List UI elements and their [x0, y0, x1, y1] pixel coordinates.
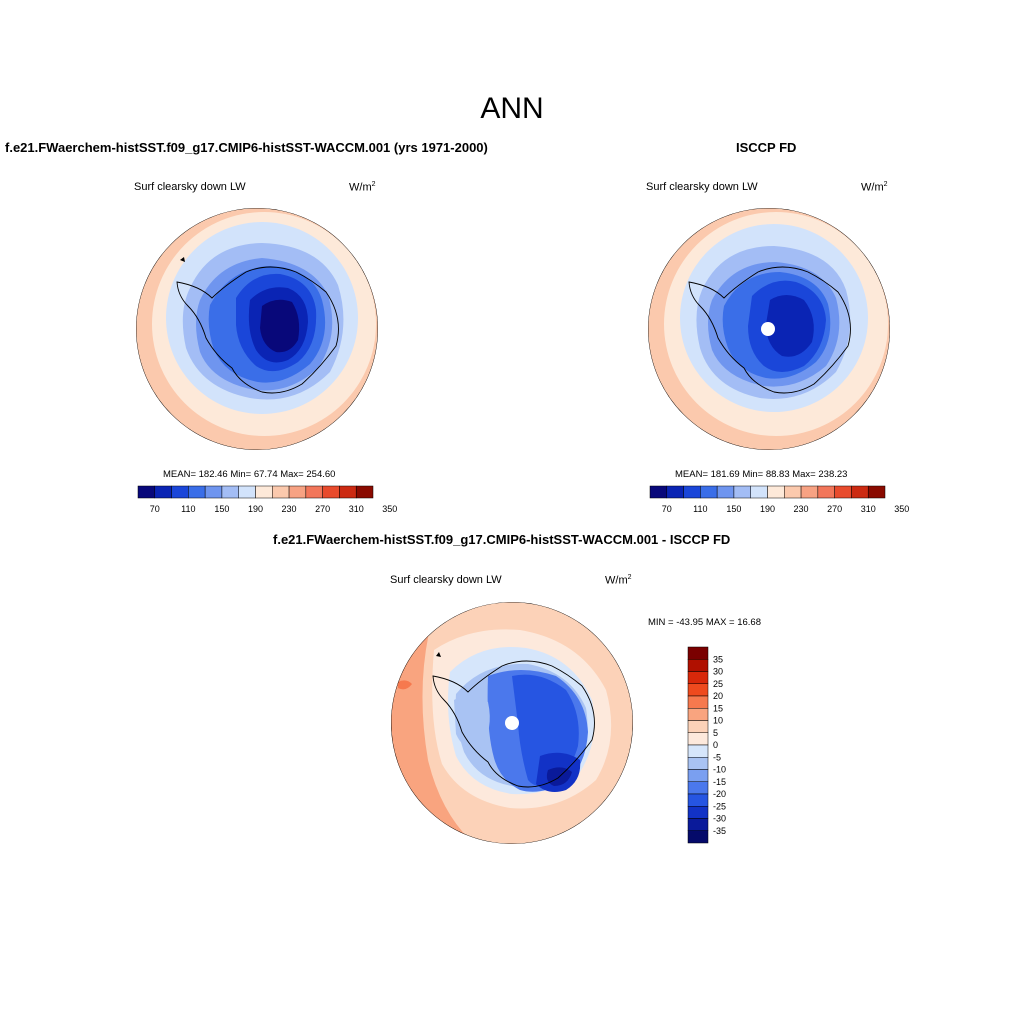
colorbar-tick-label: 150 [726, 504, 741, 514]
panel2-colorbar: 70 110 150 190 230 270 310 350 [649, 485, 909, 514]
colorbar-swatch [687, 683, 709, 697]
colorbar-tick-label: 110 [693, 504, 707, 514]
colorbar-tick-label: 310 [861, 504, 876, 514]
colorbar-tick-label: -5 [713, 752, 721, 762]
colorbar-swatch [238, 485, 256, 499]
colorbar-swatch [687, 793, 709, 807]
colorbar-swatch [687, 659, 709, 672]
colorbar-swatch [272, 485, 290, 499]
colorbar-tick-label: 0 [713, 740, 718, 750]
colorbar-tick-label: 30 [713, 667, 723, 677]
colorbar-tick-label: 110 [181, 504, 195, 514]
colorbar-swatch [687, 744, 709, 758]
colorbar-tick-label: 70 [662, 504, 672, 514]
panel2-units: W/m2 [861, 181, 888, 194]
colorbar-tick-label: -15 [713, 777, 726, 787]
colorbar-swatch [683, 485, 701, 499]
colorbar-swatch [355, 485, 374, 499]
colorbar-tick-label: 35 [713, 654, 723, 664]
colorbar-tick-label: 5 [713, 728, 718, 738]
colorbar-swatch [188, 485, 206, 499]
colorbar-tick-label: 10 [713, 716, 723, 726]
colorbar-swatch [687, 671, 709, 684]
panel1-variable: Surf clearsky down LW [134, 181, 246, 193]
colorbar-swatch [666, 485, 684, 499]
panel2-stats: MEAN= 181.69 Min= 88.83 Max= 238.23 [675, 469, 848, 480]
colorbar-tick-label: -25 [713, 801, 726, 811]
colorbar-tick-label: 350 [894, 504, 909, 514]
colorbar-swatch [800, 485, 819, 499]
colorbar-tick-label: -35 [713, 826, 726, 836]
colorbar-tick-label: 190 [760, 504, 775, 514]
colorbar-tick-label: -30 [713, 814, 726, 824]
colorbar-tick-label: -20 [713, 789, 726, 799]
colorbar-swatch [687, 695, 709, 709]
colorbar-swatch [154, 485, 172, 499]
colorbar-tick-label: 190 [248, 504, 263, 514]
colorbar-tick-label: 15 [713, 703, 723, 713]
colorbar-tick-label: 350 [382, 504, 397, 514]
colorbar-tick-label: 150 [214, 504, 229, 514]
colorbar-swatch [834, 485, 852, 499]
panel3-case-title: f.e21.FWaerchem-histSST.f09_g17.CMIP6-hi… [273, 532, 731, 547]
colorbar-tick-label: 270 [827, 504, 842, 514]
panel1-units: W/m2 [349, 181, 376, 194]
panel3-stats: MIN = -43.95 MAX = 16.68 [648, 617, 762, 628]
colorbar-swatch [649, 485, 668, 499]
colorbar-swatch [137, 485, 156, 499]
colorbar-swatch [750, 485, 768, 499]
colorbar-swatch [687, 806, 709, 819]
colorbar-tick-label: 20 [713, 691, 723, 701]
colorbar-swatch [733, 485, 751, 499]
colorbar-swatch [867, 485, 886, 499]
panel2-case-title: ISCCP FD [736, 140, 797, 155]
panel1-colorbar: 70 110 150 190 230 270 310 350 [137, 485, 397, 514]
colorbar-swatch [767, 485, 785, 499]
colorbar-swatch [687, 769, 709, 782]
map2-south-polar-plot [648, 208, 890, 450]
colorbar-swatch [204, 485, 223, 499]
colorbar-tick-label: 230 [794, 504, 809, 514]
colorbar-tick-label: 70 [150, 504, 160, 514]
colorbar-swatch [687, 781, 709, 795]
panel3-units: W/m2 [605, 574, 632, 587]
colorbar-swatch [687, 830, 709, 844]
colorbar-swatch [687, 708, 709, 721]
colorbar-tick-label: 310 [349, 504, 364, 514]
colorbar-tick-label: 25 [713, 679, 723, 689]
figure-title: ANN [480, 92, 544, 125]
map1-south-polar-plot [136, 208, 378, 450]
colorbar-swatch [255, 485, 273, 499]
colorbar-swatch [817, 485, 835, 499]
panel1-case-title: f.e21.FWaerchem-histSST.f09_g17.CMIP6-hi… [5, 140, 488, 155]
colorbar-swatch [687, 732, 709, 746]
panel3-variable: Surf clearsky down LW [390, 574, 502, 586]
colorbar-swatch [851, 485, 869, 499]
colorbar-swatch [784, 485, 802, 499]
colorbar-tick-label: 270 [315, 504, 330, 514]
colorbar-tick-label: 230 [282, 504, 297, 514]
map3-difference-polar-plot [391, 602, 633, 844]
colorbar-swatch [687, 757, 709, 770]
colorbar-tick-label: -10 [713, 765, 726, 775]
colorbar-swatch [687, 720, 709, 733]
panel1-stats: MEAN= 182.46 Min= 67.74 Max= 254.60 [163, 469, 336, 480]
colorbar-swatch [687, 818, 709, 831]
colorbar-swatch [171, 485, 189, 499]
colorbar-swatch [687, 646, 709, 660]
panel3-colorbar: 35 30 25 20 15 10 5 0 -5 -10 -15 -20 -25 -30 -35 [687, 646, 726, 844]
colorbar-swatch [700, 485, 718, 499]
colorbar-swatch [221, 485, 239, 499]
colorbar-swatch [339, 485, 357, 499]
panel2-variable: Surf clearsky down LW [646, 181, 758, 193]
colorbar-swatch [716, 485, 735, 499]
colorbar-swatch [305, 485, 323, 499]
colorbar-swatch [288, 485, 307, 499]
colorbar-swatch [322, 485, 340, 499]
